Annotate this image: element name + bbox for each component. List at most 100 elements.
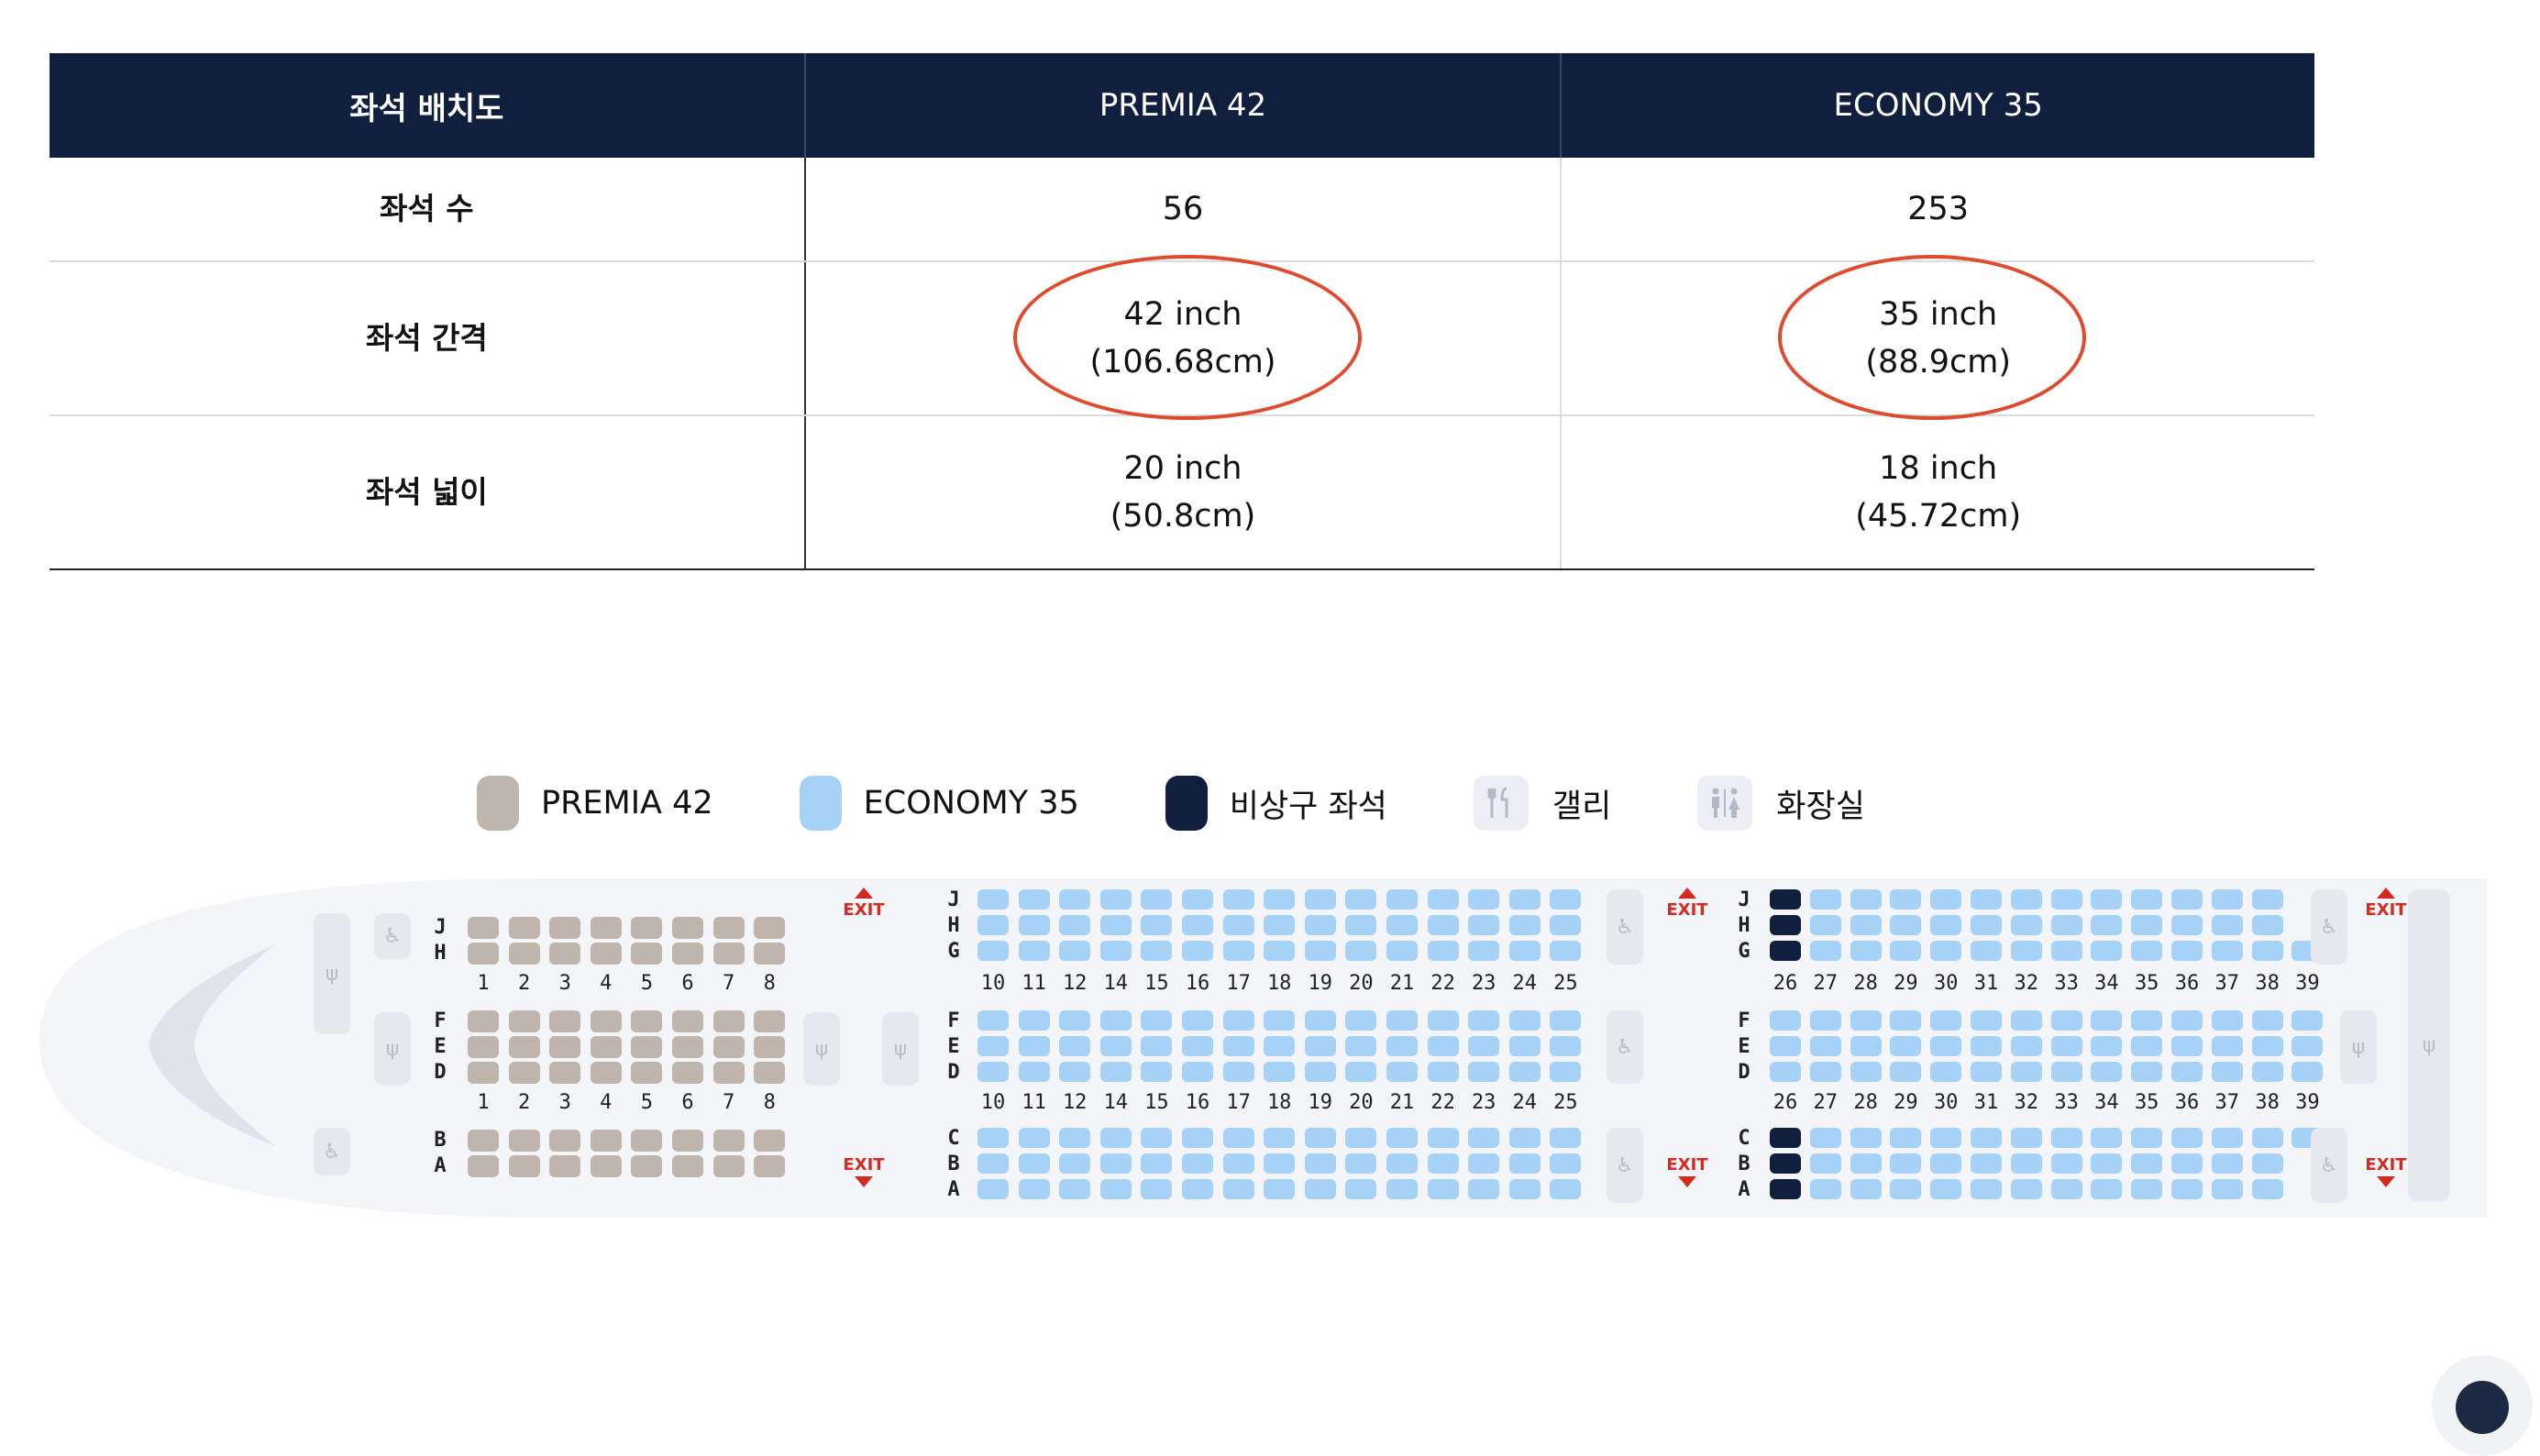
seat-4f[interactable]	[590, 1010, 622, 1032]
seat-37h[interactable]	[2211, 915, 2243, 935]
seat-18g[interactable]	[1264, 941, 1296, 961]
seat-8b[interactable]	[754, 1130, 786, 1152]
seat-22b[interactable]	[1427, 1153, 1459, 1174]
seat-7e[interactable]	[712, 1036, 745, 1058]
seat-6b[interactable]	[672, 1130, 703, 1152]
seat-5a[interactable]	[631, 1155, 663, 1177]
seat-28e[interactable]	[1850, 1036, 1882, 1056]
seat-33d[interactable]	[2050, 1062, 2082, 1082]
seat-7h[interactable]	[712, 943, 745, 965]
seat-35h[interactable]	[2131, 915, 2163, 935]
seat-33e[interactable]	[2050, 1036, 2082, 1056]
seat-38f[interactable]	[2251, 1010, 2283, 1031]
seat-15j[interactable]	[1141, 889, 1173, 910]
seat-35c[interactable]	[2131, 1128, 2163, 1148]
seat-4j[interactable]	[590, 917, 622, 939]
seat-1h[interactable]	[468, 943, 499, 965]
seat-35e[interactable]	[2131, 1036, 2163, 1056]
seat-35f[interactable]	[2131, 1010, 2163, 1031]
seat-18e[interactable]	[1264, 1036, 1296, 1056]
seat-29j[interactable]	[1890, 889, 1922, 910]
seat-21g[interactable]	[1386, 941, 1418, 961]
seat-10j[interactable]	[977, 889, 1009, 910]
seat-4e[interactable]	[590, 1036, 622, 1058]
seat-26e[interactable]	[1770, 1036, 1801, 1056]
seat-15c[interactable]	[1141, 1128, 1173, 1148]
seat-34h[interactable]	[2091, 915, 2123, 935]
seat-32b[interactable]	[2010, 1153, 2042, 1174]
seat-27a[interactable]	[1809, 1179, 1841, 1199]
seat-16d[interactable]	[1182, 1062, 1213, 1082]
seat-8a[interactable]	[754, 1155, 786, 1177]
seat-14d[interactable]	[1099, 1062, 1132, 1082]
seat-17a[interactable]	[1222, 1179, 1254, 1199]
seat-8j[interactable]	[754, 917, 786, 939]
seat-7j[interactable]	[712, 917, 745, 939]
seat-24c[interactable]	[1508, 1128, 1541, 1148]
seat-27j[interactable]	[1809, 889, 1841, 910]
seat-18a[interactable]	[1264, 1179, 1296, 1199]
seat-27b[interactable]	[1809, 1153, 1841, 1174]
seat-12d[interactable]	[1059, 1062, 1091, 1082]
seat-23h[interactable]	[1468, 915, 1500, 935]
seat-22g[interactable]	[1427, 941, 1459, 961]
seat-36b[interactable]	[2171, 1153, 2203, 1174]
seat-20f[interactable]	[1345, 1010, 1377, 1031]
seat-15g[interactable]	[1141, 941, 1173, 961]
seat-34f[interactable]	[2091, 1010, 2123, 1031]
seat-22h[interactable]	[1427, 915, 1459, 935]
seat-27h[interactable]	[1809, 915, 1841, 935]
seat-32j[interactable]	[2010, 889, 2042, 910]
seat-10a[interactable]	[977, 1179, 1009, 1199]
seat-19c[interactable]	[1304, 1128, 1336, 1148]
seat-16g[interactable]	[1182, 941, 1213, 961]
seat-30b[interactable]	[1930, 1153, 1962, 1174]
seat-6d[interactable]	[672, 1062, 703, 1084]
seat-26g[interactable]	[1770, 941, 1801, 961]
seat-34e[interactable]	[2091, 1036, 2123, 1056]
seat-16e[interactable]	[1182, 1036, 1213, 1056]
seat-12j[interactable]	[1059, 889, 1091, 910]
seat-30d[interactable]	[1930, 1062, 1962, 1082]
seat-18h[interactable]	[1264, 915, 1296, 935]
seat-22a[interactable]	[1427, 1179, 1459, 1199]
seat-1d[interactable]	[468, 1062, 499, 1084]
seat-21d[interactable]	[1386, 1062, 1418, 1082]
seat-14e[interactable]	[1099, 1036, 1132, 1056]
seat-20h[interactable]	[1345, 915, 1377, 935]
seat-34a[interactable]	[2091, 1179, 2123, 1199]
seat-5e[interactable]	[631, 1036, 663, 1058]
seat-20b[interactable]	[1345, 1153, 1377, 1174]
seat-1f[interactable]	[468, 1010, 499, 1032]
seat-21c[interactable]	[1386, 1128, 1418, 1148]
seat-38b[interactable]	[2251, 1153, 2283, 1174]
seat-36a[interactable]	[2171, 1179, 2203, 1199]
seat-16c[interactable]	[1182, 1128, 1213, 1148]
seat-31g[interactable]	[1971, 941, 2002, 961]
seat-25b[interactable]	[1550, 1153, 1582, 1174]
seat-6e[interactable]	[672, 1036, 703, 1058]
seat-25h[interactable]	[1550, 915, 1582, 935]
seat-37b[interactable]	[2211, 1153, 2243, 1174]
seat-23c[interactable]	[1468, 1128, 1500, 1148]
seat-25c[interactable]	[1550, 1128, 1582, 1148]
seat-26c[interactable]	[1770, 1128, 1801, 1148]
seat-19g[interactable]	[1304, 941, 1336, 961]
seat-19b[interactable]	[1304, 1153, 1336, 1174]
seat-5d[interactable]	[631, 1062, 663, 1084]
seat-8h[interactable]	[754, 943, 786, 965]
seat-25f[interactable]	[1550, 1010, 1582, 1031]
seat-25g[interactable]	[1550, 941, 1582, 961]
seat-21a[interactable]	[1386, 1179, 1418, 1199]
seat-2f[interactable]	[508, 1010, 540, 1032]
seat-26a[interactable]	[1770, 1179, 1801, 1199]
seat-37a[interactable]	[2211, 1179, 2243, 1199]
seat-16j[interactable]	[1182, 889, 1213, 910]
seat-30g[interactable]	[1930, 941, 1962, 961]
seat-20c[interactable]	[1345, 1128, 1377, 1148]
seat-36d[interactable]	[2171, 1062, 2203, 1082]
seat-15a[interactable]	[1141, 1179, 1173, 1199]
seat-36g[interactable]	[2171, 941, 2203, 961]
seat-26d[interactable]	[1770, 1062, 1801, 1082]
seat-1e[interactable]	[468, 1036, 499, 1058]
